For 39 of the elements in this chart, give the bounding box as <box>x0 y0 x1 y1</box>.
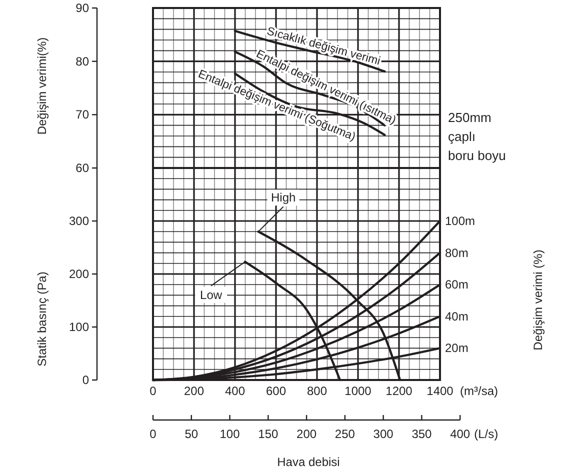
text: Değişim verimi (%) <box>531 250 545 350</box>
series-label: 100m <box>445 214 476 228</box>
x-tick-label: 600 <box>266 384 286 398</box>
x-tick-label: 400 <box>224 384 246 398</box>
x2-tick-label: 250 <box>334 427 356 441</box>
x-tick-label: 800 <box>306 384 328 398</box>
y-tick-label: 90 <box>76 1 90 15</box>
text: High <box>271 190 296 205</box>
x-tick-label: 1200 <box>386 384 413 398</box>
x-axis-title: Hava debisi <box>277 455 340 469</box>
y-tick-label: 80 <box>76 54 90 68</box>
x2-tick-label: 300 <box>373 427 394 441</box>
x2-tick-label: 350 <box>412 427 432 441</box>
x2-tick-label: 0 <box>150 427 157 441</box>
x2-tick-label: 100 <box>220 427 240 441</box>
y-tick-label: 100 <box>68 320 90 334</box>
y-tick-label: 300 <box>68 214 90 228</box>
legend-label: Low <box>200 288 222 302</box>
y-tick-label: 0 <box>82 373 90 387</box>
series-label: 80m <box>445 246 468 260</box>
x2-tick-label: 200 <box>296 427 317 441</box>
series-label: 40m <box>445 309 468 324</box>
y-axis-title: Değişim verimi(%) <box>35 37 49 135</box>
y-tick-label: 200 <box>68 267 90 281</box>
x-tick-label: 1000 <box>344 384 372 398</box>
x-tick-label: 0 <box>150 384 157 398</box>
y-tick-label: 60 <box>76 161 90 175</box>
text: (m³/sa) <box>460 384 498 398</box>
x-tick-label: 200 <box>184 384 204 398</box>
y-tick-label: 70 <box>76 108 90 122</box>
x2-tick-label: 400 <box>450 427 470 441</box>
text: 250mm çaplı boru boyu <box>448 110 506 163</box>
x2-tick-label: 150 <box>258 427 278 441</box>
x2-tick-label: 50 <box>184 427 198 441</box>
series-label: 60m <box>445 278 468 292</box>
y-axis-title: Statik basınç (Pa) <box>35 272 49 366</box>
x2-axis-title: (L/s) <box>474 427 498 441</box>
series-label: 20m <box>445 341 468 356</box>
x-tick-label: 1400 <box>426 384 454 398</box>
